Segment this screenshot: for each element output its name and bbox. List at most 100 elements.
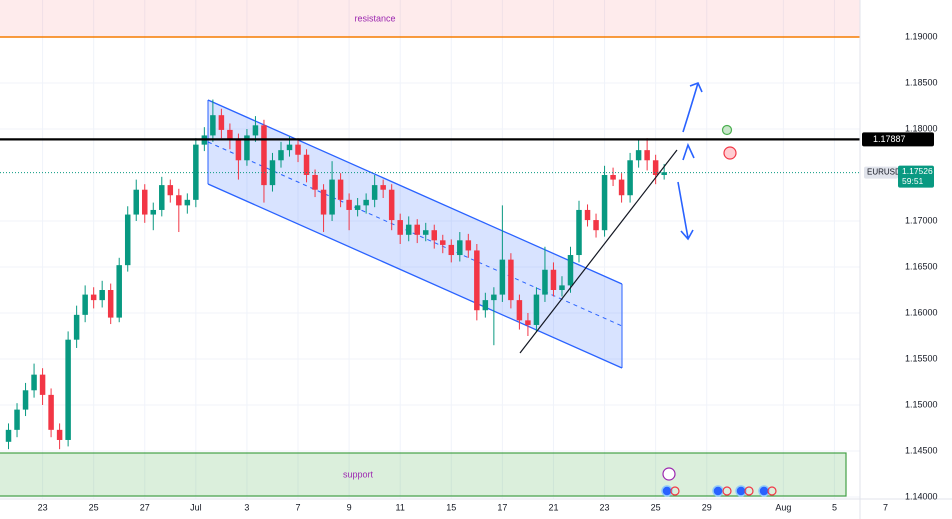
candle-body [252,125,259,136]
candle-body [508,259,514,301]
channel-line [207,183,623,369]
candle-body [56,429,63,440]
x-tick-label: 29 [702,502,712,512]
candle-body [65,339,71,440]
candle-body [286,144,293,151]
candle-body [414,224,420,235]
candle-body [295,144,301,155]
candle-body [610,174,616,180]
candle-body [371,185,378,200]
candle-body [457,240,463,256]
candle-body [440,240,446,245]
candle-body [116,265,122,318]
y-tick-label: 1.15500 [905,353,938,363]
arrow-hold [682,142,695,161]
y-tick-label: 1.18500 [905,77,938,87]
candle-body [363,199,369,206]
arrow-up [682,81,703,133]
candle-body [482,300,489,311]
support-zone [0,452,847,497]
candle-body [644,150,650,161]
candle-body [397,220,403,235]
event-icon[interactable] [712,485,724,497]
x-tick-label: 3 [244,502,249,512]
event-icon[interactable] [722,486,732,496]
candle-body [159,185,165,210]
candle-body [227,129,233,141]
x-tick-label: 11 [396,502,405,512]
candle-body [422,230,429,235]
event-icon[interactable] [670,486,680,496]
event-icon[interactable] [735,485,747,497]
zone-label: support [343,469,374,479]
candle-body [82,294,88,315]
candle-body [601,174,608,231]
candle-body [31,374,37,391]
candle-body [652,160,659,175]
price-box [898,165,934,188]
y-tick-label: 1.15000 [905,399,938,409]
candle-body [593,220,599,231]
candle-body [431,230,438,241]
x-tick-label: Jul [190,502,202,512]
candle-body [261,125,267,186]
y-tick-label: 1.14000 [905,491,938,501]
event-icon[interactable] [744,486,754,496]
candle-body [5,429,12,442]
candle-body [627,160,633,196]
candle-body [22,390,29,410]
signal-red [723,146,737,160]
candles [5,99,667,450]
candle-body [39,374,46,395]
event-icon[interactable] [662,467,676,481]
event-icon[interactable] [767,486,777,496]
symbol-box [864,166,898,179]
y-tick-label: 1.19000 [905,31,938,41]
resistance-zone [0,0,882,38]
candle-body [176,195,182,206]
candle-body [329,179,335,215]
candle-body [499,259,506,295]
candle-body [661,172,667,175]
candle-body [150,209,157,215]
candle-body [235,140,242,161]
arrow-down [677,181,694,241]
candle-body [576,209,582,256]
x-tick-label: 5 [832,502,837,512]
signal-green [721,124,733,136]
time-axis [0,499,952,519]
drawings: resistance support [0,0,882,497]
level-label: 1.17887 [873,134,906,144]
candle-body [346,199,352,210]
candle-body [542,269,548,295]
y-tick-label: 1.18000 [905,123,938,133]
y-tick-label: 1.16000 [905,307,938,317]
candle-body [278,150,284,161]
candle-body [635,150,642,161]
candle-body [14,409,20,430]
x-tick-label: 23 [600,502,610,512]
y-tick-label: 1.17000 [905,215,938,225]
candle-body [124,214,131,266]
x-tick-label: 9 [347,502,352,512]
event-icon[interactable] [758,485,770,497]
y-tick-label: 1.16500 [905,261,938,271]
candle-body [320,189,327,215]
symbol-label: EURUSD [867,168,901,177]
price-label: 1.17526 [902,166,933,176]
event-icon[interactable] [661,485,673,497]
channel-line [207,99,623,285]
x-tick-label: Aug [775,502,791,512]
candle-body [142,189,148,215]
candle-body [354,205,361,210]
level-box [862,132,934,147]
candle-body [99,289,105,301]
grid [0,0,887,519]
x-tick-label: 7 [296,502,301,512]
x-tick-label: 7 [883,502,888,512]
candle-body [107,289,114,318]
x-tick-label: 27 [140,502,150,512]
x-tick-label: 17 [497,502,507,512]
